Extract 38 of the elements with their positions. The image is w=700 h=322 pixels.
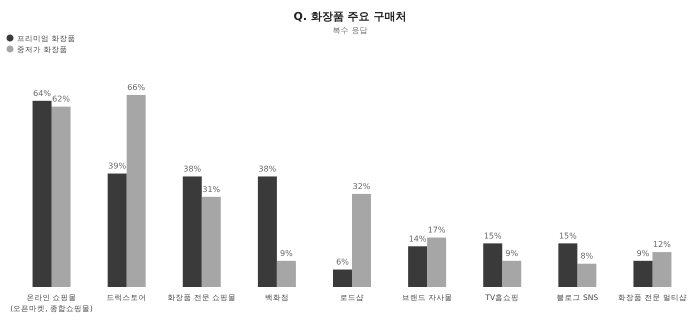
bar bbox=[52, 106, 71, 287]
bar bbox=[408, 246, 428, 287]
data-label: 66% bbox=[127, 83, 146, 92]
bar bbox=[32, 100, 52, 287]
data-label: 15% bbox=[484, 231, 502, 240]
data-label: 62% bbox=[52, 94, 70, 104]
bar bbox=[126, 95, 146, 287]
data-label: 64% bbox=[33, 88, 52, 98]
data-label: 9% bbox=[280, 248, 294, 258]
bar bbox=[633, 260, 652, 287]
chart-subtitle: 복수 응답 bbox=[332, 26, 368, 35]
bar bbox=[333, 270, 352, 287]
data-label: 9% bbox=[636, 248, 650, 258]
data-label: 15% bbox=[558, 231, 578, 240]
bar bbox=[577, 264, 596, 287]
bar bbox=[652, 252, 672, 287]
bar bbox=[258, 176, 277, 287]
bar bbox=[558, 243, 578, 287]
data-label: 9% bbox=[505, 248, 518, 258]
bar bbox=[276, 260, 296, 287]
bar bbox=[108, 174, 127, 287]
data-label: 38% bbox=[258, 164, 277, 174]
bar bbox=[202, 196, 221, 287]
data-label: 14% bbox=[408, 234, 427, 244]
chart-title: Q. 화장품 주요 구매처 bbox=[293, 10, 407, 23]
bar bbox=[352, 194, 371, 287]
bar bbox=[182, 176, 202, 287]
data-label: 31% bbox=[202, 184, 221, 194]
data-label: 8% bbox=[580, 252, 594, 261]
data-label: 39% bbox=[108, 162, 126, 171]
data-label: 12% bbox=[653, 240, 672, 250]
bar bbox=[483, 243, 502, 287]
bar bbox=[427, 238, 446, 287]
bar bbox=[502, 260, 522, 287]
data-label: 32% bbox=[352, 182, 371, 191]
data-label: 17% bbox=[428, 226, 446, 235]
data-label: 6% bbox=[336, 258, 350, 267]
data-label: 38% bbox=[183, 164, 202, 174]
